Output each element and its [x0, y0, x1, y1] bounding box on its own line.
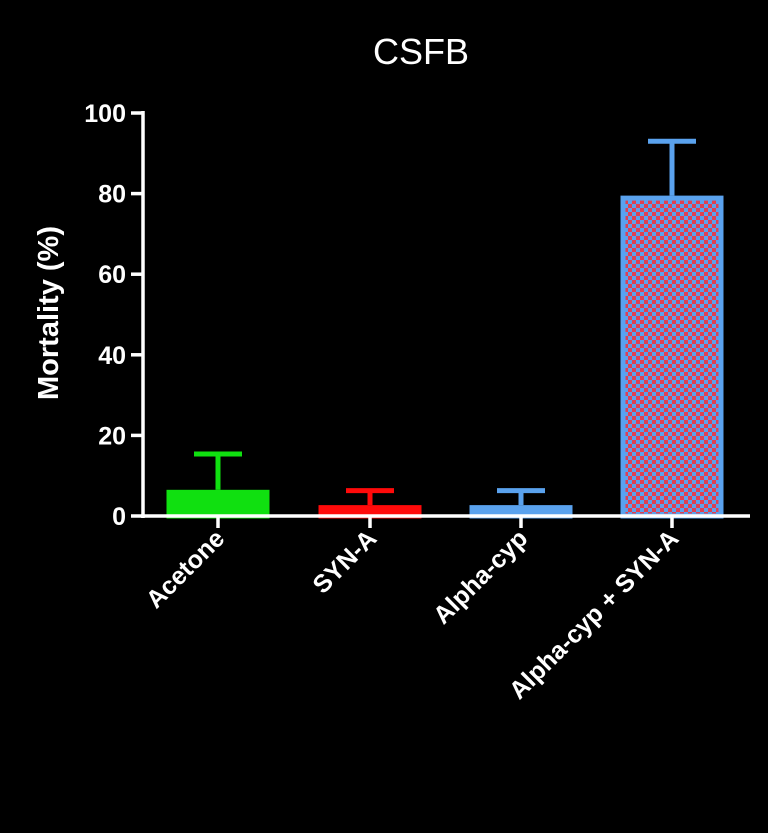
y-tick-label: 80: [98, 181, 126, 209]
y-tick-label: 0: [112, 503, 126, 531]
bar: [620, 195, 724, 519]
y-tick-label: 60: [98, 261, 126, 289]
chart-title: CSFB: [373, 31, 469, 72]
x-tick-label: Alpha-cyp: [428, 524, 533, 629]
x-tick-label: SYN-A: [307, 524, 382, 599]
plot-area: 0 20 40 60 80 100 Acetone SYN-A Alpha-cypAlpha-c…: [84, 100, 750, 705]
y-tick-label: 20: [98, 422, 126, 450]
y-axis-label: Mortality (%): [33, 226, 65, 400]
y-tick-label: 40: [98, 342, 126, 370]
x-tick-label: Acetone: [141, 524, 231, 614]
bar: [166, 489, 270, 519]
y-tick-label: 100: [84, 100, 126, 128]
x-tick-label: Alpha-cyp + SYN-A: [504, 524, 684, 704]
